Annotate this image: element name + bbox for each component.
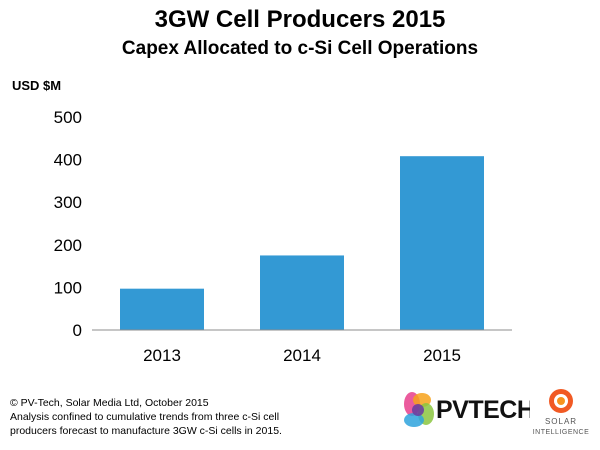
bar-2013: [120, 288, 204, 330]
y-tick-label: 100: [54, 278, 82, 297]
copyright-note: © PV-Tech, Solar Media Ltd, October 2015: [10, 397, 209, 409]
solar-label: SOLAR: [545, 417, 577, 426]
chart-title: 3GW Cell Producers 2015: [154, 6, 446, 33]
solar-intelligence-logo: SOLAR INTELLIGENCE: [533, 389, 590, 436]
y-tick-label: 0: [73, 321, 82, 340]
chart-subtitle: Capex Allocated to c-Si Cell Operations: [121, 38, 479, 59]
analysis-note-line-2: producers forecast to manufacture 3GW c-…: [10, 425, 282, 437]
y-axis-label: USD $M: [12, 78, 61, 93]
analysis-note-line-1: Analysis confined to cumulative trends f…: [10, 411, 280, 423]
pvtech-swirl-icon: [404, 392, 434, 427]
bar-2014: [260, 255, 344, 330]
y-tick-label: 400: [54, 151, 82, 170]
x-tick-label: 2013: [143, 346, 181, 365]
pvtech-logo: PVTECH: [404, 392, 530, 427]
footer-notes: © PV-Tech, Solar Media Ltd, October 2015…: [10, 396, 340, 438]
pvtech-wordmark: PVTECH: [436, 396, 530, 424]
bar-chart: USD $M 0 100 200 300 400 500 2013 2014 2015: [12, 78, 512, 365]
y-tick-label: 200: [54, 236, 82, 255]
x-tick-label: 2015: [423, 346, 461, 365]
y-tick-label: 300: [54, 193, 82, 212]
sun-icon: [549, 389, 573, 413]
bar-2015: [400, 156, 484, 330]
y-tick-label: 500: [54, 108, 82, 127]
intelligence-label: INTELLIGENCE: [533, 429, 590, 436]
x-tick-label: 2014: [283, 346, 321, 365]
